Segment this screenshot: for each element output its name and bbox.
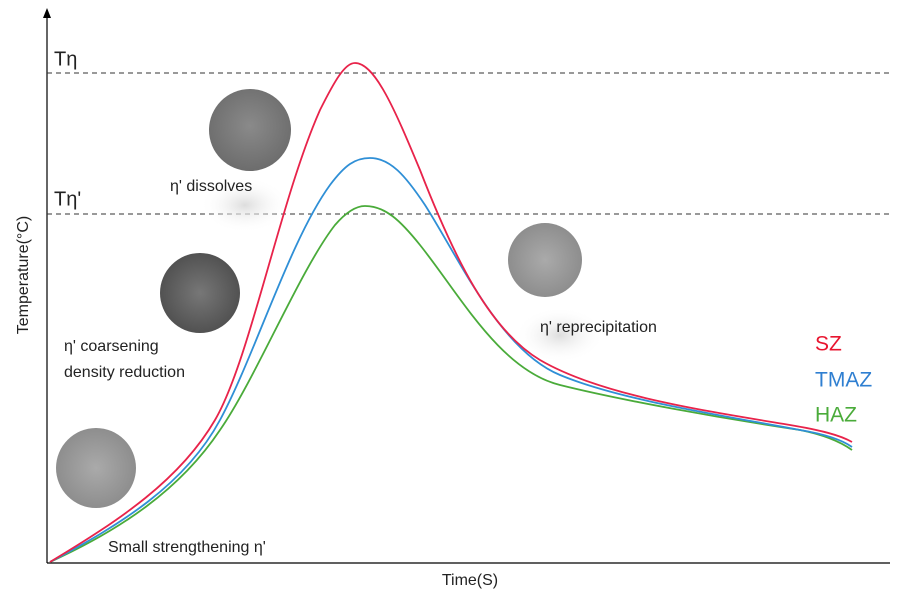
level-label: Tη — [54, 48, 77, 70]
haz-curve — [49, 205, 853, 563]
level-label: Tη' — [54, 188, 81, 210]
annotation: η' coarsening — [64, 338, 159, 355]
halo — [515, 307, 605, 363]
legend-label: SZ — [815, 333, 842, 356]
sz-curve — [49, 62, 853, 563]
annotation: η' reprecipitation — [540, 319, 657, 336]
micrograph — [508, 223, 582, 297]
annotation: density reduction — [64, 364, 185, 381]
tmaz-curve — [49, 157, 853, 563]
y-axis-label: Temperature(°C) — [15, 216, 32, 334]
x-axis-label: Time(S) — [442, 572, 498, 589]
legend-label: HAZ — [815, 404, 857, 427]
halo — [200, 177, 290, 233]
annotation: Small strengthening η' — [108, 539, 266, 556]
annotation: η' dissolves — [170, 178, 252, 195]
micrograph — [56, 428, 136, 508]
legend-label: TMAZ — [815, 369, 872, 392]
micrograph — [209, 89, 291, 171]
micrograph — [160, 253, 240, 333]
y-arrow — [43, 8, 51, 18]
